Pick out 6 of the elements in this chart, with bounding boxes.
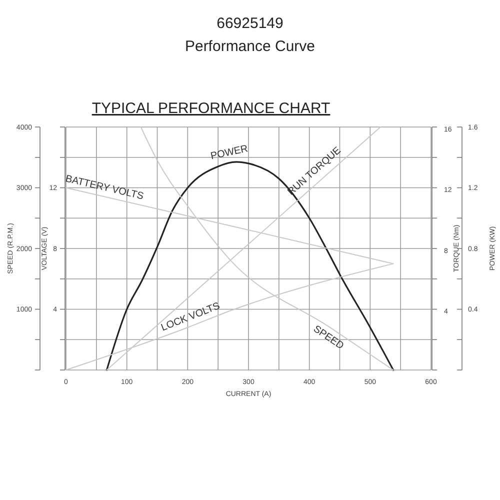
text: POWER [210,144,249,162]
text: LOCK VOLTS [160,300,222,334]
chart-subtitle: Performance Curve [184,38,316,55]
text: TYPICAL PERFORMANCE CHART [92,100,330,117]
text: BATTERY VOLTS [64,174,145,202]
chart-title: 66925149 [216,15,284,32]
